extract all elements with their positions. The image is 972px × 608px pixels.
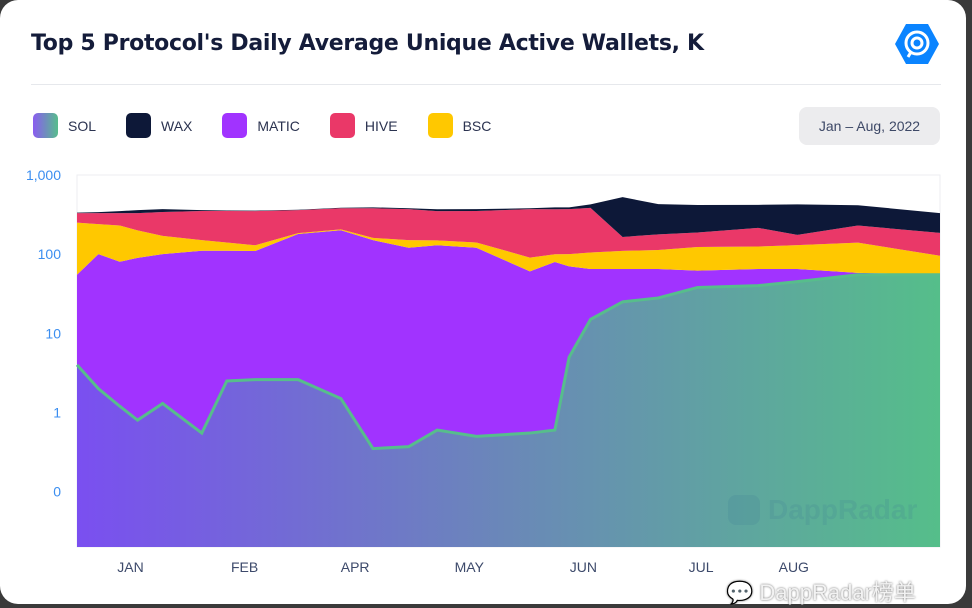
legend-swatch-bsc — [427, 113, 453, 138]
legend-item-wax[interactable]: WAX — [126, 113, 192, 138]
legend-swatch-hive — [329, 113, 355, 138]
chart-watermark: DappRadar — [728, 494, 917, 526]
legend-item-sol[interactable]: SOL — [33, 113, 96, 138]
legend-item-bsc[interactable]: BSC — [427, 113, 492, 138]
x-tick-label: FEB — [231, 559, 258, 575]
legend-label: HIVE — [364, 117, 398, 134]
area-sol — [77, 274, 940, 547]
dappradar-logo-icon — [895, 24, 939, 64]
header-divider — [31, 84, 941, 85]
area-matic — [77, 230, 940, 449]
line-sol — [75, 273, 940, 451]
x-tick-label: MAY — [455, 559, 485, 575]
legend-item-hive[interactable]: HIVE — [329, 113, 398, 138]
legend: SOL WAX MATIC HIVE BSC — [33, 113, 521, 138]
x-tick-label: JUL — [689, 559, 714, 575]
area-wax — [77, 197, 940, 237]
y-tick-label: 10 — [45, 325, 61, 341]
y-tick-label: 0 — [53, 484, 61, 500]
legend-label: MATIC — [257, 117, 300, 134]
legend-label: SOL — [68, 117, 97, 134]
area-bsc — [77, 222, 940, 275]
wechat-overlay: 💬 DappRadar榜单 — [726, 580, 916, 606]
x-tick-label: JUN — [570, 559, 597, 575]
chart-title: Top 5 Protocol's Daily Average Unique Ac… — [31, 31, 704, 56]
y-tick-label: 1 — [53, 404, 61, 420]
legend-label: WAX — [161, 117, 193, 134]
x-tick-label: AUG — [779, 559, 809, 575]
date-range-button[interactable]: Jan – Aug, 2022 — [799, 107, 940, 145]
overlay-text: DappRadar榜单 — [759, 580, 916, 605]
area-hive — [77, 207, 940, 258]
x-tick-label: APR — [341, 559, 370, 575]
y-tick-label: 1,000 — [26, 167, 61, 183]
legend-swatch-matic — [222, 113, 248, 138]
legend-item-matic[interactable]: MATIC — [222, 113, 300, 138]
x-tick-label: JAN — [117, 559, 143, 575]
watermark-logo-icon — [728, 495, 760, 525]
wechat-icon: 💬 — [726, 580, 754, 605]
legend-swatch-wax — [126, 113, 152, 138]
legend-swatch-sol — [33, 113, 58, 138]
legend-label: BSC — [462, 117, 492, 134]
watermark-text: DappRadar — [768, 494, 918, 525]
y-tick-label: 100 — [38, 246, 62, 262]
